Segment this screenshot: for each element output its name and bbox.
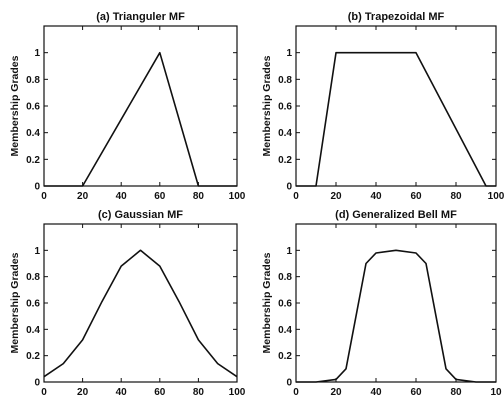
x-tick-label: 80 [450,387,462,398]
x-tick-label: 20 [330,191,342,202]
y-axis-label: Membership Grades [261,252,273,353]
panel-title: (c) Gaussian MF [98,209,183,221]
x-tick-label: 20 [77,387,89,398]
axes-frame [295,25,497,187]
y-tick-label: 0.4 [26,128,40,139]
x-tick-label: 40 [116,387,128,398]
membership-curve-trapezoidal [296,51,496,187]
y-tick-label: 0.2 [26,155,40,166]
x-tick-label: 100 [488,191,504,202]
x-tick-label: 100 [229,387,246,398]
panel-bell: (d) Generalized Bell MF Membership Grades… [261,209,502,398]
panel-title: (d) Generalized Bell MF [335,209,457,221]
y-tick-label: 0.4 [26,325,40,336]
x-tick-label: 40 [116,191,128,202]
panel-trapezoidal: (b) Trapezoidal MF Membership Grades 0 20 40… [261,11,504,202]
membership-curve-gaussian [43,249,238,378]
y-tick-label: 0 [286,182,292,193]
panel-gaussian: (c) Gaussian MF Membership Grades 0 20 40 60 8… [9,209,246,398]
y-tick-label: 0 [34,378,40,389]
axes-frame [43,223,238,383]
axes-frame [295,223,497,383]
x-tick-label: 20 [77,191,89,202]
y-tick-label: 0.8 [278,75,292,86]
y-tick-label: 1 [34,246,40,257]
panel-title: (b) Trapezoidal MF [348,11,445,23]
y-axis-label: Membership Grades [9,55,21,156]
x-tick-label: 80 [193,387,205,398]
y-tick-label: 0.2 [278,155,292,166]
y-tick-label: 0.6 [26,102,40,113]
y-tick-label: 1 [286,246,292,257]
panel-title: (a) Trianguler MF [96,11,185,23]
axes-frame [43,25,238,187]
panel-triangular: (a) Trianguler MF Membership Grades 0 20 40 6… [9,11,246,202]
y-tick-label: 0.6 [278,102,292,113]
x-tick-label: 0 [41,387,47,398]
y-axis-label: Membership Grades [261,55,273,156]
x-tick-label: 40 [370,191,382,202]
y-tick-label: 0.2 [278,351,292,362]
x-tick-label: 60 [410,191,422,202]
x-tick-label: 40 [370,387,382,398]
x-tick-label: 80 [450,191,462,202]
y-tick-label: 0 [34,182,40,193]
y-tick-label: 0.4 [278,128,292,139]
x-tick-label: 80 [193,191,205,202]
y-tick-label: 0.2 [26,351,40,362]
membership-curve-bell [296,249,496,383]
x-tick-label: 0 [41,191,47,202]
y-tick-label: 1 [34,48,40,59]
x-tick-label: 60 [410,387,422,398]
x-tick-label: 0 [293,387,299,398]
x-tick-label: 20 [330,387,342,398]
x-tick-label: 0 [293,191,299,202]
y-tick-label: 0.8 [26,272,40,283]
x-tick-label: 100 [229,191,246,202]
y-tick-label: 0.4 [278,325,292,336]
y-tick-label: 0.6 [278,299,292,310]
y-tick-label: 0.8 [278,272,292,283]
x-tick-label: 60 [154,387,166,398]
y-axis-label: Membership Grades [9,252,21,353]
y-tick-label: 0.8 [26,75,40,86]
x-tick-label: 60 [154,191,166,202]
membership-curve-triangular [44,51,237,187]
y-tick-label: 0 [286,378,292,389]
x-tick-label: 10 [490,387,502,398]
y-tick-label: 1 [286,48,292,59]
y-tick-label: 0.6 [26,299,40,310]
